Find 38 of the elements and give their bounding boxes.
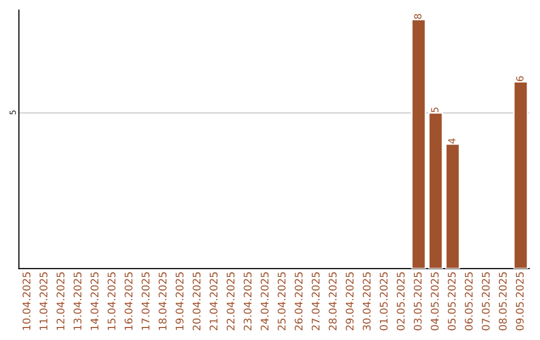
x-tick-label: 15.04.2025 xyxy=(108,272,116,330)
data-label: 8 xyxy=(414,14,422,19)
x-tick-label: 10.04.2025 xyxy=(22,272,30,330)
x-tick-label: 23.04.2025 xyxy=(244,272,252,330)
x-tick-label: 12.04.2025 xyxy=(56,272,64,330)
x-tick-label: 29.04.2025 xyxy=(346,272,354,330)
x-tick-label: 08.05.2025 xyxy=(498,272,507,330)
bar xyxy=(411,18,426,269)
x-tick-label: 11.04.2025 xyxy=(40,272,48,330)
x-tick-label: 26.04.2025 xyxy=(294,272,303,330)
x-tick-label: 09.05.2025 xyxy=(516,272,524,330)
x-tick-label: 01.05.2025 xyxy=(380,272,388,330)
x-tick-label: 20.04.2025 xyxy=(192,272,201,330)
x-tick-label: 19.04.2025 xyxy=(176,272,184,330)
x-tick-label: 27.04.2025 xyxy=(312,272,320,330)
x-tick-label: 24.04.2025 xyxy=(260,272,269,330)
bar xyxy=(445,143,460,269)
x-tick-label: 04.05.2025 xyxy=(430,272,439,330)
x-tick-label: 21.04.2025 xyxy=(210,272,218,330)
x-tick-label: 03.05.2025 xyxy=(414,272,422,330)
x-tick-label: 25.04.2025 xyxy=(278,272,286,330)
x-tick-label: 14.04.2025 xyxy=(90,272,98,330)
data-label: 6 xyxy=(516,76,524,82)
x-tick-label: 06.05.2025 xyxy=(464,272,473,330)
x-tick-label: 05.05.2025 xyxy=(448,272,456,330)
bar xyxy=(428,112,444,269)
data-label: 4 xyxy=(448,138,456,144)
data-label: 5 xyxy=(431,108,438,112)
x-tick-label: 30.04.2025 xyxy=(362,272,371,330)
x-tick-label: 28.04.2025 xyxy=(328,272,337,330)
x-tick-label: 22.04.2025 xyxy=(226,272,235,330)
x-tick-label: 17.04.2025 xyxy=(142,272,150,330)
bar xyxy=(513,81,528,269)
x-tick-label: 16.04.2025 xyxy=(124,272,132,330)
x-tick-label: 13.04.2025 xyxy=(74,272,82,330)
x-tick-label: 07.05.2025 xyxy=(482,272,490,330)
x-tick-label: 02.05.2025 xyxy=(396,272,405,330)
x-tick-label: 18.04.2025 xyxy=(158,272,167,330)
